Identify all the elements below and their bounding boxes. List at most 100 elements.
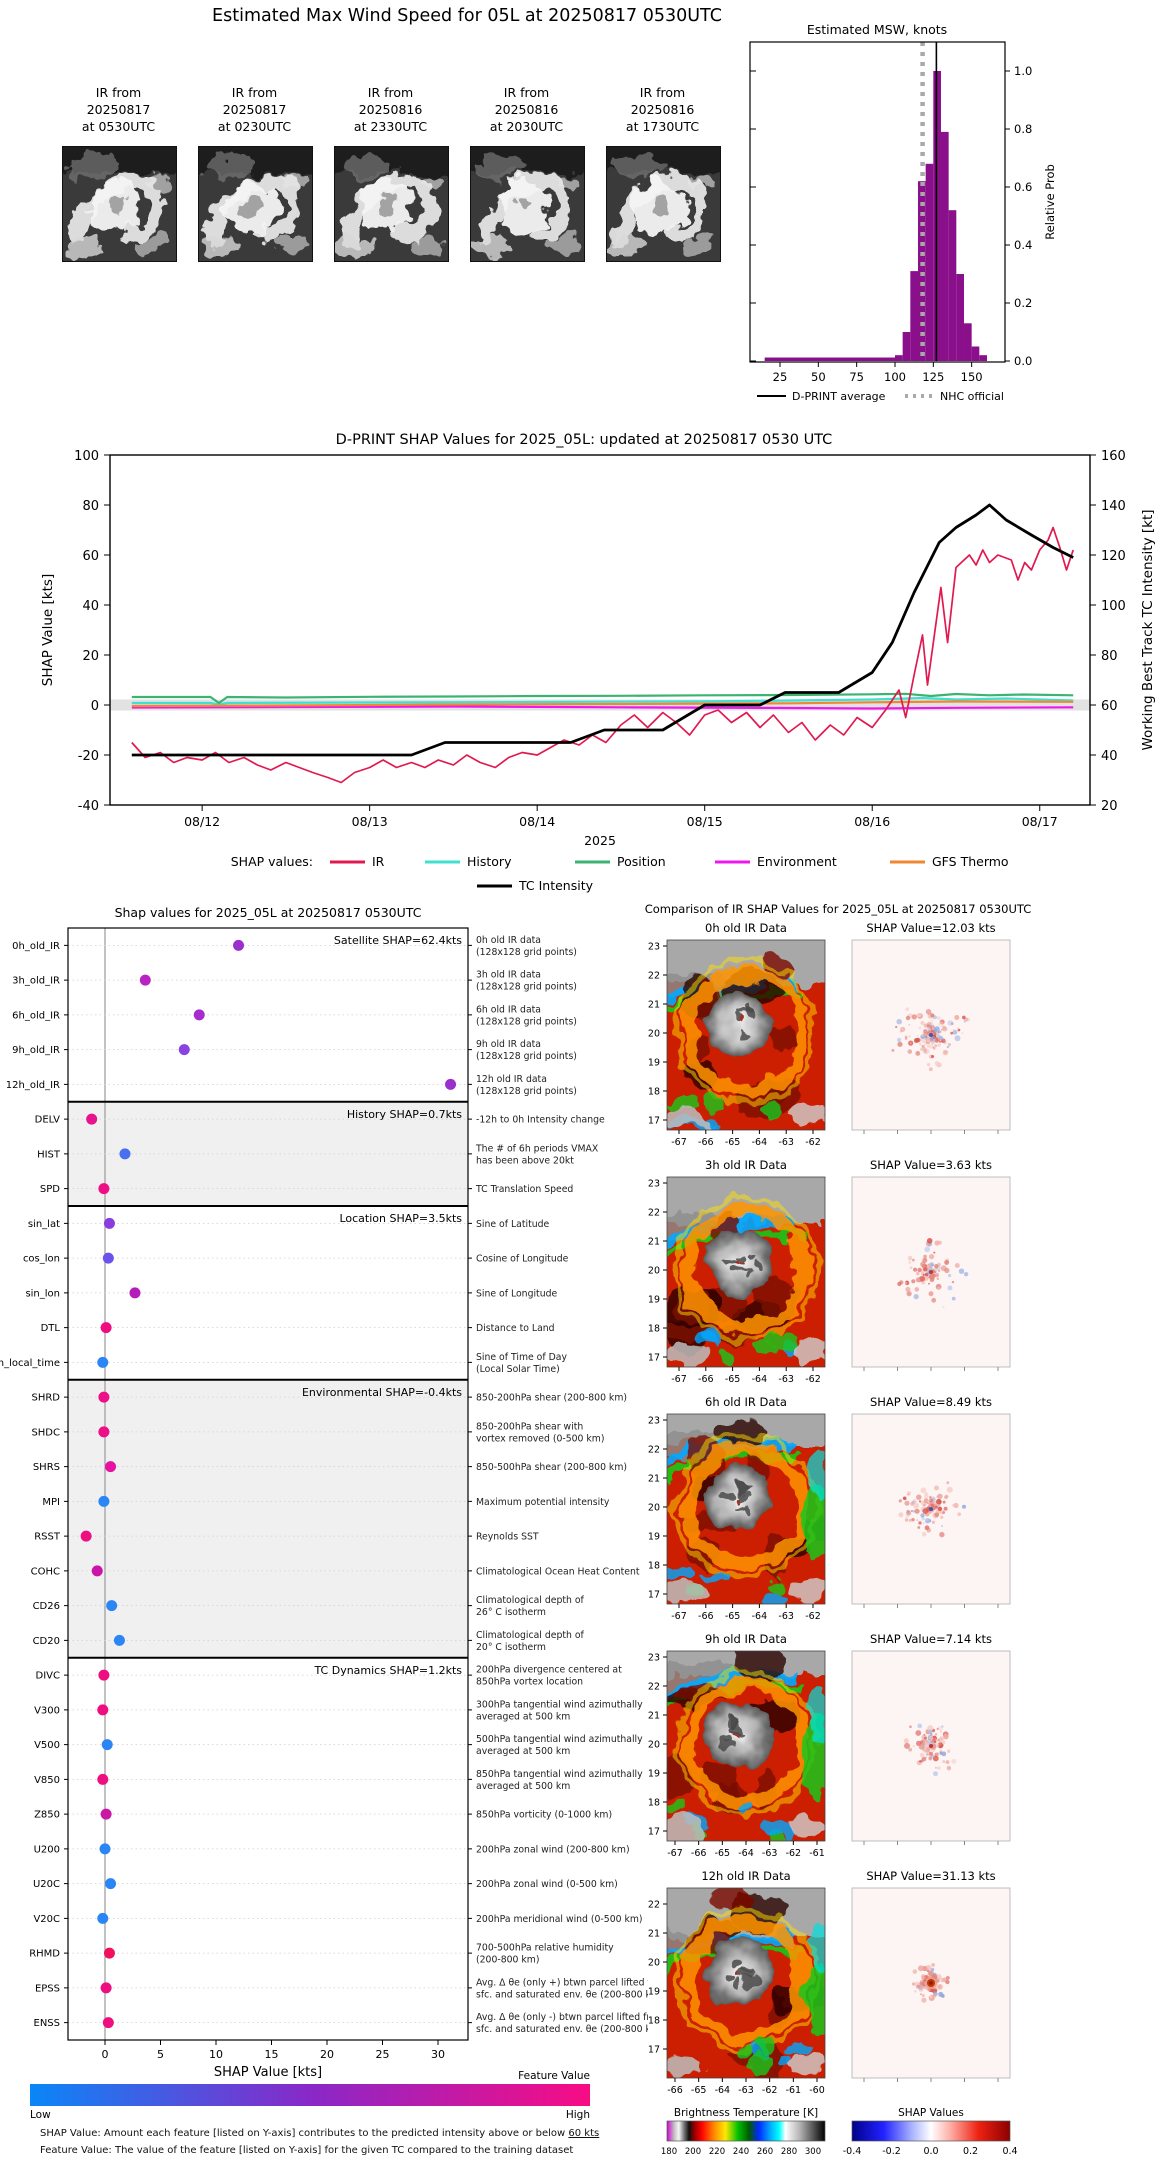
ts-ytick-left: 60 bbox=[82, 549, 99, 564]
feature-desc: 200hPa divergence centered at bbox=[476, 1665, 622, 1676]
feature-desc: 200hPa meridional wind (0-500 km) bbox=[476, 1914, 643, 1925]
group-label: Location SHAP=3.5kts bbox=[339, 1212, 462, 1225]
lon-tick: -64 bbox=[752, 1137, 768, 1148]
shap-dot bbox=[106, 1600, 118, 1612]
ir-image bbox=[667, 1177, 825, 1367]
lat-tick: 22 bbox=[648, 1900, 660, 1911]
ts-ytick-right: 100 bbox=[1101, 599, 1126, 614]
lat-tick: 22 bbox=[648, 971, 660, 982]
bt-colorbar-tick: 220 bbox=[709, 2147, 725, 2157]
ts-ytick-right: 40 bbox=[1101, 749, 1118, 764]
feature-label: SPD bbox=[40, 1184, 60, 1195]
feature-label: V20C bbox=[33, 1914, 60, 1925]
shap-dot bbox=[97, 1912, 109, 1924]
shap-colorbar bbox=[851, 2120, 1011, 2142]
ts-xtick: 08/13 bbox=[352, 814, 388, 829]
ts-legend-label: TC Intensity bbox=[518, 878, 594, 893]
lat-tick: 18 bbox=[648, 1798, 660, 1809]
shap-dot bbox=[119, 1148, 131, 1160]
shap-dot bbox=[101, 1739, 113, 1751]
feature-desc: 500hPa tangential wind azimuthally bbox=[476, 1734, 643, 1745]
ts-xlabel: 2025 bbox=[584, 833, 616, 848]
ts-legend-label: Environment bbox=[757, 854, 837, 869]
lat-tick: 17 bbox=[648, 2045, 660, 2056]
lat-tick: 20 bbox=[648, 1029, 660, 1040]
dotplot-xtick: 25 bbox=[376, 2048, 390, 2061]
feature-desc: Climatological Ocean Heat Content bbox=[476, 1566, 640, 1577]
lat-tick: 23 bbox=[648, 942, 660, 953]
histogram-xtick: 25 bbox=[773, 370, 788, 384]
feature-desc: averaged at 500 km bbox=[476, 1781, 570, 1792]
feature-label: Z850 bbox=[34, 1810, 60, 1821]
lon-tick: -66 bbox=[667, 2085, 683, 2096]
feature-desc: (128x128 grid points) bbox=[476, 1016, 577, 1027]
feature-label: DIVC bbox=[36, 1671, 60, 1682]
feature-label: COHC bbox=[31, 1566, 60, 1577]
lat-tick: 17 bbox=[648, 1590, 660, 1601]
feature-desc: 3h old IR data bbox=[476, 970, 541, 981]
ts-legend-label: History bbox=[467, 854, 512, 869]
series-tc-intensity bbox=[131, 503, 1074, 757]
ts-ytick-left: 0 bbox=[91, 699, 99, 714]
lat-tick: 23 bbox=[648, 1653, 660, 1664]
feature-label: SHDC bbox=[31, 1427, 60, 1438]
ir-thumbnail-caption: IR from 20250817 at 0230UTC bbox=[217, 85, 292, 134]
feature-label: sin_local_time bbox=[0, 1358, 60, 1369]
ir-thumbnail-row: IR from 20250817 at 0530UTC IR from 20250817… bbox=[0, 0, 760, 300]
histogram-bar bbox=[971, 346, 980, 361]
lat-tick: 17 bbox=[648, 1116, 660, 1127]
histogram-bar bbox=[956, 274, 964, 361]
ts-ytick-right: 60 bbox=[1101, 699, 1118, 714]
ts-legend-prefix: SHAP values: bbox=[231, 854, 313, 869]
lat-tick: 22 bbox=[648, 1445, 660, 1456]
ir-panel-title: 3h old IR Data bbox=[705, 1158, 787, 1172]
lon-tick: -67 bbox=[671, 1611, 687, 1622]
page-title: Estimated Max Wind Speed for 05L at 2025… bbox=[212, 6, 722, 26]
shap-dot bbox=[97, 1773, 109, 1785]
lat-tick: 19 bbox=[648, 1532, 660, 1543]
ts-ytick-left: 80 bbox=[82, 499, 99, 514]
colorbar-low: Low bbox=[30, 2109, 51, 2121]
histogram-baseline-bar bbox=[764, 357, 895, 361]
feature-desc: vortex removed (0-500 km) bbox=[476, 1433, 605, 1444]
feature-desc: 850-500hPa shear (200-800 km) bbox=[476, 1462, 627, 1473]
feature-label: SHRD bbox=[31, 1393, 60, 1404]
series-position bbox=[131, 692, 1074, 705]
histogram-ytick: 0.8 bbox=[1014, 122, 1032, 136]
feature-desc: has been above 20kt bbox=[476, 1155, 574, 1166]
ts-ytick-right: 120 bbox=[1101, 549, 1126, 564]
footnote-feature-value: Feature Value: The value of the feature … bbox=[40, 2145, 573, 2156]
shap-dot bbox=[102, 2017, 114, 2029]
series-ir bbox=[131, 526, 1075, 784]
ir-panel-title: 9h old IR Data bbox=[705, 1632, 787, 1646]
msw-histogram: Estimated MSW, knots 0.0 0.2 0.4 0.6 0.8 1.0 Re… bbox=[749, 22, 1057, 403]
lon-tick: -61 bbox=[786, 2085, 802, 2096]
shap-colorbar-title: SHAP Values bbox=[898, 2107, 964, 2119]
shap-dot bbox=[98, 1183, 110, 1195]
dotplot-title: Shap values for 2025_05L at 20250817 053… bbox=[115, 905, 422, 920]
lat-tick: 21 bbox=[648, 1711, 660, 1722]
feature-desc: Climatological depth of bbox=[476, 1630, 585, 1641]
ir-satellite-image bbox=[198, 146, 313, 262]
lat-tick: 19 bbox=[648, 1295, 660, 1306]
lon-tick: -66 bbox=[698, 1137, 714, 1148]
bt-colorbar-title: Brightness Temperature [K] bbox=[674, 2107, 818, 2119]
shap-dot bbox=[97, 1356, 109, 1368]
histogram-bar bbox=[910, 271, 918, 361]
lon-tick: -65 bbox=[691, 2085, 707, 2096]
lon-tick: -67 bbox=[667, 1848, 683, 1859]
lon-tick: -65 bbox=[725, 1374, 741, 1385]
feature-desc: Avg. Δ θe (only -) btwn parcel lifted fr… bbox=[476, 2012, 648, 2023]
feature-desc: Maximum potential intensity bbox=[476, 1497, 610, 1508]
histogram-bar bbox=[948, 210, 957, 361]
feature-label: 0h_old_IR bbox=[12, 941, 60, 952]
feature-desc: 850-200hPa shear with bbox=[476, 1421, 583, 1432]
feature-label: V500 bbox=[34, 1740, 60, 1751]
ts-ytick-left: 40 bbox=[82, 599, 99, 614]
feature-desc: averaged at 500 km bbox=[476, 1711, 570, 1722]
feature-label: DTL bbox=[41, 1323, 61, 1334]
feature-label: CD26 bbox=[33, 1601, 60, 1612]
ir-image bbox=[667, 1888, 825, 2078]
shap-dot bbox=[113, 1634, 125, 1646]
